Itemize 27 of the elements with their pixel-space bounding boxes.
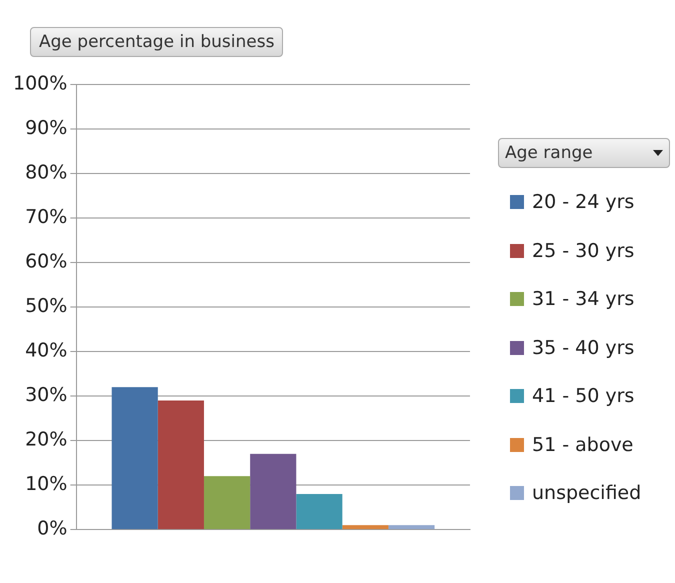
legend-label: 35 - 40 yrs [532,336,634,359]
y-tick-label: 90% [25,116,68,139]
bar [112,387,158,530]
y-tick-label: 10% [25,473,68,496]
y-tick-label: 30% [25,384,68,406]
legend-label: 20 - 24 yrs [532,191,634,214]
y-tick-label: 60% [25,250,68,272]
legend-label: 31 - 34 yrs [532,288,634,310]
bar [296,494,342,530]
bar [388,525,435,530]
y-tick-label: 80% [25,161,68,184]
bar [250,454,296,530]
legend-label: 25 - 30 yrs [532,240,634,262]
legend-label: unspecified [532,482,642,504]
y-tick-label: 70% [25,206,68,228]
y-tick-label: 100% [12,72,68,94]
y-tick-label: 50% [25,294,68,317]
y-tick-label: 20% [25,428,68,450]
y-tick-label: 40% [25,339,68,362]
chart-title: Age percentage in business [30,27,284,57]
legend-title: Age range [505,143,593,163]
y-tick-label: 0% [37,518,68,540]
bar [158,400,204,530]
legend-label: 51 - above [532,434,634,456]
legend-label: 41 - 50 yrs [532,385,634,408]
bar [342,525,388,530]
bar [204,476,250,530]
